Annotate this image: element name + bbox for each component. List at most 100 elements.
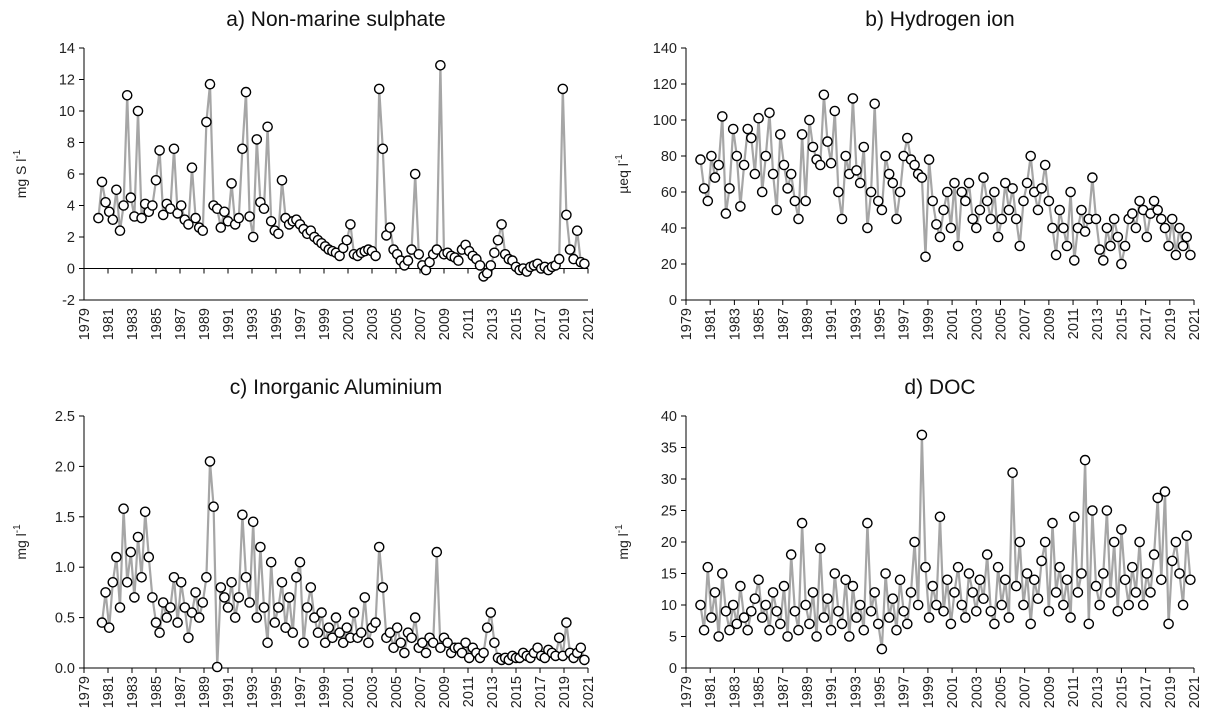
x-tick-label: 1987 xyxy=(173,676,189,708)
x-tick-label: 2001 xyxy=(945,308,961,340)
data-point xyxy=(561,617,572,628)
data-point xyxy=(111,184,122,196)
data-point xyxy=(847,93,859,104)
data-point xyxy=(492,234,504,246)
data-point xyxy=(720,208,732,219)
data-point xyxy=(760,599,772,611)
data-point xyxy=(931,599,942,611)
data-point xyxy=(818,89,830,101)
y-tick-label: 80 xyxy=(661,149,677,165)
data-point xyxy=(992,231,1004,243)
data-point xyxy=(717,568,728,579)
data-point xyxy=(255,541,266,553)
data-point xyxy=(312,627,324,639)
data-point xyxy=(989,186,1000,198)
data-point xyxy=(1152,204,1164,216)
data-point xyxy=(1097,255,1109,266)
data-point xyxy=(460,637,471,649)
data-point xyxy=(706,612,717,623)
x-tick-label: 1997 xyxy=(897,308,913,340)
data-point xyxy=(829,105,841,117)
data-point xyxy=(999,574,1011,586)
data-point xyxy=(1083,618,1095,630)
data-point xyxy=(1061,240,1073,252)
data-point xyxy=(1185,249,1196,261)
x-tick-label: 2021 xyxy=(581,308,597,340)
series-line xyxy=(699,93,1192,266)
x-tick-label: 1993 xyxy=(848,308,864,340)
data-point xyxy=(384,222,396,233)
x-tick-label: 1999 xyxy=(317,308,333,340)
data-point xyxy=(1087,172,1098,183)
data-point xyxy=(764,624,775,636)
data-point xyxy=(782,183,793,194)
data-point xyxy=(294,556,306,568)
data-point xyxy=(789,195,801,207)
data-point xyxy=(150,174,162,186)
data-point xyxy=(435,642,446,654)
x-tick-label: 2003 xyxy=(969,308,985,340)
data-point xyxy=(749,593,761,604)
data-point xyxy=(742,123,753,135)
data-point xyxy=(883,612,895,623)
data-point xyxy=(1003,204,1015,216)
data-point xyxy=(713,631,724,642)
data-point xyxy=(337,637,349,649)
data-point xyxy=(103,622,115,634)
data-point xyxy=(927,195,939,207)
x-tick-label: 1985 xyxy=(149,308,165,340)
x-tick-label: 1987 xyxy=(776,676,792,708)
data-point xyxy=(237,143,248,155)
data-point xyxy=(825,157,837,169)
data-point xyxy=(373,541,385,553)
data-point xyxy=(916,172,928,183)
data-point xyxy=(927,580,939,592)
y-axis-label-superscript: -1 xyxy=(614,154,625,163)
x-tick-label: 2003 xyxy=(365,308,381,340)
data-point xyxy=(880,568,891,579)
data-point xyxy=(1108,213,1120,225)
data-point xyxy=(851,165,862,176)
data-point xyxy=(208,501,219,512)
data-point xyxy=(825,624,837,636)
x-tick-label: 2005 xyxy=(993,676,1009,708)
data-point xyxy=(100,196,111,208)
data-point xyxy=(702,195,714,207)
x-tick-label: 1983 xyxy=(125,308,141,340)
data-point xyxy=(901,618,913,630)
y-tick-label: -2 xyxy=(62,293,75,309)
x-tick-label: 1999 xyxy=(921,676,937,708)
data-point xyxy=(161,612,173,623)
data-point xyxy=(305,582,317,593)
x-tick-label: 2001 xyxy=(341,676,357,708)
data-point xyxy=(132,105,144,117)
data-point xyxy=(334,627,345,639)
data-point xyxy=(553,253,565,265)
data-point xyxy=(165,203,176,214)
y-tick-label: 2.0 xyxy=(55,459,75,475)
x-tick-label: 1997 xyxy=(897,676,913,708)
data-point xyxy=(201,116,212,128)
data-point xyxy=(453,255,464,266)
data-point xyxy=(731,150,743,162)
x-tick-label: 2021 xyxy=(1187,308,1203,340)
data-point xyxy=(706,150,717,162)
chart-title: a) Non-marine sulphate xyxy=(226,8,445,31)
data-point xyxy=(319,637,331,649)
data-point xyxy=(1068,255,1080,266)
y-tick-label: 2 xyxy=(67,230,75,246)
data-point xyxy=(709,587,721,598)
x-tick-label: 1991 xyxy=(221,308,237,340)
data-point xyxy=(276,576,288,588)
data-point xyxy=(949,177,960,189)
data-point xyxy=(698,624,710,636)
data-point xyxy=(114,225,126,236)
data-point xyxy=(474,260,486,271)
y-axis-label: mg l-1 xyxy=(12,524,29,560)
data-point xyxy=(395,637,407,649)
data-point xyxy=(136,571,147,583)
data-point xyxy=(978,172,989,183)
data-point xyxy=(764,107,775,119)
data-point xyxy=(869,98,881,110)
data-point xyxy=(1025,150,1037,162)
